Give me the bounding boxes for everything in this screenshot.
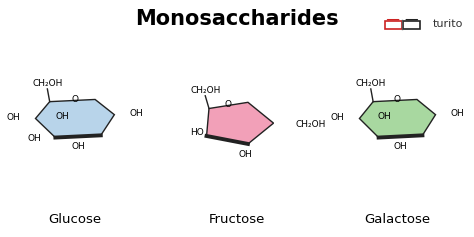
Text: OH: OH: [393, 142, 407, 151]
Polygon shape: [359, 100, 436, 137]
Text: CH₂OH: CH₂OH: [356, 79, 386, 88]
Text: OH: OH: [450, 109, 464, 118]
Text: OH: OH: [27, 134, 41, 143]
Text: O: O: [71, 95, 78, 104]
Text: OH: OH: [239, 150, 253, 159]
Text: Fructose: Fructose: [208, 213, 264, 226]
Text: O: O: [225, 100, 232, 109]
Polygon shape: [36, 100, 114, 137]
Text: OH: OH: [7, 113, 20, 122]
Text: OH: OH: [129, 109, 143, 118]
Text: Monosaccharides: Monosaccharides: [135, 9, 338, 29]
Text: CH₂OH: CH₂OH: [32, 79, 63, 88]
Text: CH₂OH: CH₂OH: [190, 86, 220, 95]
Text: Galactose: Galactose: [365, 213, 431, 226]
Text: OH: OH: [71, 142, 85, 151]
Text: HO: HO: [191, 128, 204, 137]
Text: turito: turito: [433, 19, 463, 29]
Text: OH: OH: [55, 112, 69, 121]
Text: Glucose: Glucose: [49, 213, 102, 226]
Polygon shape: [207, 102, 273, 144]
Text: OH: OH: [378, 112, 392, 121]
Text: CH₂OH: CH₂OH: [296, 120, 326, 129]
Text: O: O: [394, 95, 401, 104]
Text: OH: OH: [331, 113, 345, 122]
